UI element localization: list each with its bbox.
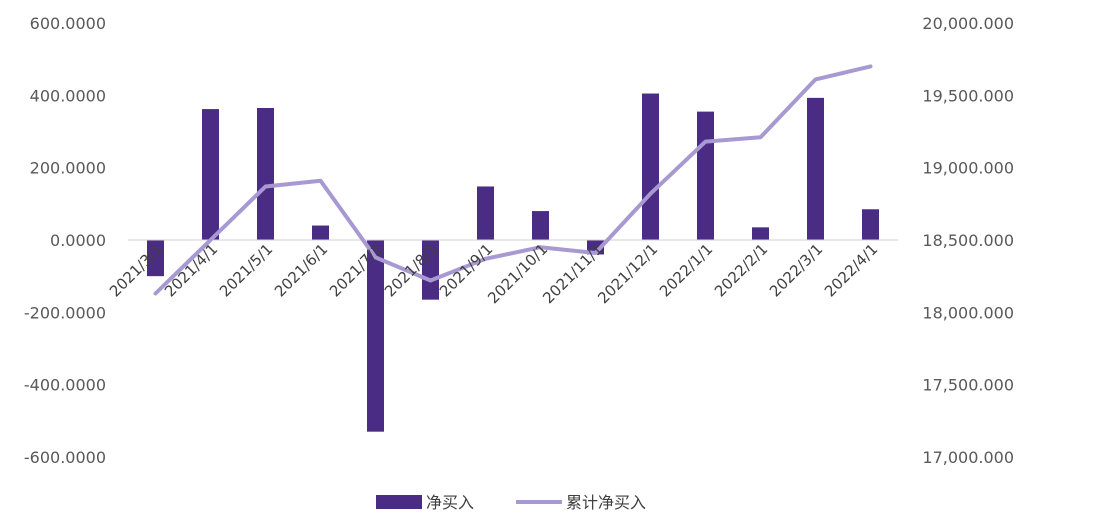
- category-label: 2022/1/1: [656, 240, 716, 300]
- bar: [752, 227, 769, 240]
- bar: [422, 240, 439, 300]
- bar: [147, 240, 164, 277]
- right-tick-label: 19,000.000: [922, 159, 1014, 178]
- legend-label-bar: 净买入: [426, 493, 474, 512]
- bar: [477, 186, 494, 240]
- category-label: 2022/3/1: [766, 240, 826, 300]
- bar: [202, 109, 219, 241]
- left-tick-label: -400.0000: [24, 376, 106, 395]
- line-series: [153, 64, 873, 296]
- left-tick-label: 600.0000: [30, 14, 106, 33]
- category-label: 2021/6/1: [271, 240, 331, 300]
- right-tick-label: 18,000.000: [922, 303, 1014, 322]
- cumulative-line: [153, 64, 873, 296]
- legend-swatch-bar: [376, 495, 422, 509]
- category-axis: 2021/3/12021/4/12021/5/12021/6/12021/7/1…: [106, 240, 881, 307]
- right-tick-label: 17,500.000: [922, 376, 1014, 395]
- category-label: 2022/4/1: [821, 240, 881, 300]
- category-label: 2021/4/1: [161, 240, 221, 300]
- bar-series: [147, 93, 879, 432]
- right-tick-label: 19,500.000: [922, 86, 1014, 105]
- left-tick-label: -600.0000: [24, 448, 106, 467]
- bar: [697, 111, 714, 240]
- right-axis: 20,000.000 19,500.000 19,000.000 18,500.000…: [922, 14, 1014, 467]
- legend: 净买入 累计净买入: [376, 493, 646, 512]
- left-tick-label: -200.0000: [24, 303, 106, 322]
- bar: [532, 211, 549, 240]
- right-tick-label: 18,500.000: [922, 231, 1014, 250]
- right-tick-label: 17,000.000: [922, 448, 1014, 467]
- left-axis: 600.0000 400.0000 200.0000 0.0000 -200.0000 -…: [24, 14, 106, 467]
- category-label: 2021/12/1: [594, 240, 661, 307]
- category-label: 2022/2/1: [711, 240, 771, 300]
- left-tick-label: 200.0000: [30, 159, 106, 178]
- left-tick-label: 400.0000: [30, 86, 106, 105]
- bar: [862, 209, 879, 240]
- bar: [807, 97, 824, 241]
- bar: [312, 225, 329, 240]
- bar: [642, 93, 659, 241]
- bar: [257, 107, 274, 240]
- left-tick-label: 0.0000: [50, 231, 106, 250]
- bar: [367, 240, 384, 432]
- legend-label-line: 累计净买入: [566, 493, 646, 512]
- category-label: 2021/5/1: [216, 240, 276, 300]
- right-tick-label: 20,000.000: [922, 14, 1014, 33]
